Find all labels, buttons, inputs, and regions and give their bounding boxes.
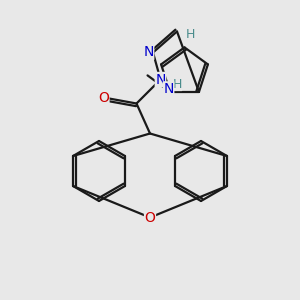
Text: H: H [186,28,195,41]
Text: N: N [143,46,154,59]
Text: O: O [98,91,109,104]
Text: N: N [155,73,166,86]
Text: N: N [164,82,174,96]
Text: O: O [145,211,155,224]
Text: H: H [172,77,182,91]
